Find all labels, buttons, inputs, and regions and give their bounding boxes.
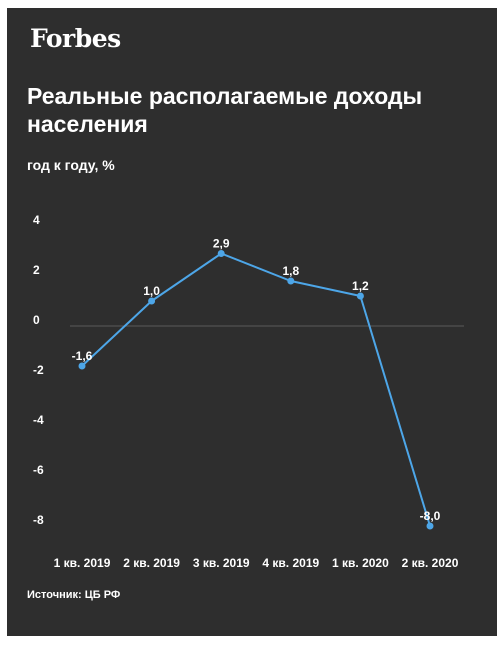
x-tick-label: 4 кв. 2019 bbox=[262, 556, 319, 570]
chart-card bbox=[7, 8, 497, 636]
data-label: 1,2 bbox=[352, 279, 369, 293]
x-tick-label: 1 кв. 2019 bbox=[54, 556, 111, 570]
y-tick-label: 0 bbox=[33, 313, 40, 327]
y-tick-label: 4 bbox=[33, 213, 40, 227]
data-label: 1,8 bbox=[282, 264, 299, 278]
data-point bbox=[356, 292, 364, 300]
x-tick-label: 1 кв. 2020 bbox=[332, 556, 389, 570]
y-tick-label: 2 bbox=[33, 263, 40, 277]
data-label: 1,0 bbox=[143, 284, 160, 298]
y-tick-label: -4 bbox=[33, 413, 44, 427]
y-tick-label: -6 bbox=[33, 463, 44, 477]
source-note: Источник: ЦБ РФ bbox=[27, 589, 121, 601]
chart-title: Реальные располагаемые доходы населения bbox=[27, 83, 423, 137]
data-point bbox=[78, 362, 86, 370]
y-axis-label: год к году, % bbox=[27, 157, 115, 173]
data-point bbox=[426, 522, 434, 530]
y-tick-label: -8 bbox=[33, 513, 44, 527]
data-label: -8,0 bbox=[420, 509, 441, 523]
data-label: 2,9 bbox=[213, 237, 230, 251]
data-label: -1,6 bbox=[72, 349, 93, 363]
forbes-logo: Forbes bbox=[30, 24, 121, 53]
x-tick-label: 2 кв. 2020 bbox=[402, 556, 459, 570]
series-line bbox=[81, 252, 431, 527]
data-point bbox=[287, 277, 295, 285]
x-tick-label: 3 кв. 2019 bbox=[193, 556, 250, 570]
data-point bbox=[148, 297, 156, 305]
data-point bbox=[217, 250, 225, 257]
x-tick-label: 2 кв. 2019 bbox=[123, 556, 180, 570]
y-tick-label: -2 bbox=[33, 363, 44, 377]
